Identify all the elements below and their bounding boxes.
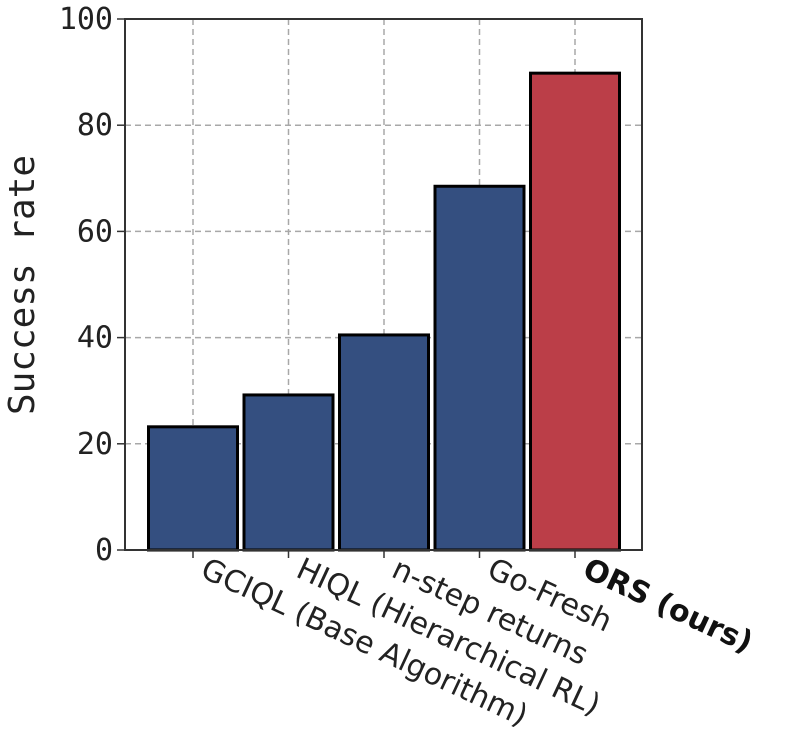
bar-n-step-returns xyxy=(338,333,430,552)
y-axis-ticks: 0 20 40 60 80 100 xyxy=(59,2,125,568)
y-tick-label: 100 xyxy=(59,2,113,37)
y-axis-label: Success rate xyxy=(2,155,43,415)
y-tick-label: 80 xyxy=(77,108,113,143)
bar-gciql-base-algorithm xyxy=(147,425,239,552)
bar-go-fresh xyxy=(433,184,526,552)
y-tick-label: 20 xyxy=(77,427,113,462)
y-tick-label: 0 xyxy=(95,533,113,568)
bar-hiql-hierarchical-rl xyxy=(242,393,335,552)
bar-ors-ours xyxy=(529,71,621,552)
y-tick-label: 40 xyxy=(77,321,113,356)
x-axis-ticks: GCIQL (Base Algorithm)HIQL (Hierarchical… xyxy=(192,550,758,734)
bars xyxy=(147,71,621,552)
y-tick-label: 60 xyxy=(77,214,113,249)
